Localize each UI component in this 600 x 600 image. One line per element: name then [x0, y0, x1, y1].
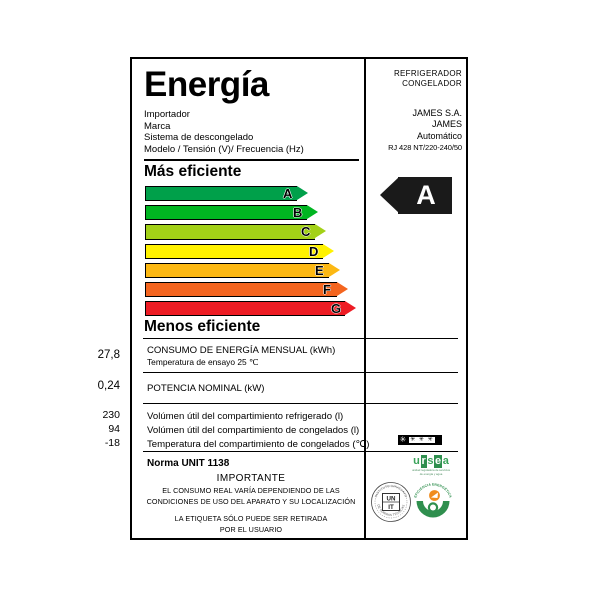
bar-tip-f — [337, 281, 348, 296]
bar-body-g — [145, 301, 345, 317]
bar-letter-c: C — [301, 224, 311, 240]
bar-letter-g: G — [331, 301, 342, 317]
most-efficient-label: Más eficiente — [144, 163, 242, 180]
unit-logo-text-top: UN — [387, 496, 396, 503]
bar-tip-c — [315, 224, 326, 239]
bar-letter-b: B — [293, 205, 303, 221]
bar-body-b — [145, 205, 307, 221]
spec-label-modelo: Modelo / Tensión (V)/ Frecuencia (Hz) — [144, 143, 304, 155]
ursea-letter-e: e — [434, 455, 442, 468]
row-label-volumen-congelados: Volúmen útil del compartimiento de conge… — [147, 425, 360, 436]
row-label-volumen-refrigerado: Volúmen útil del compartimiento refriger… — [147, 411, 344, 422]
bar-letter-e: E — [315, 262, 324, 278]
appliance-type-line-2: CONGELADOR — [402, 79, 462, 88]
unit-logo-text-bottom: IT — [388, 504, 394, 511]
vertical-divider — [364, 59, 366, 540]
row-label-temperatura-congelados: Temperatura del compartimiento de congel… — [147, 439, 370, 450]
energy-grade-badge: A — [380, 177, 452, 214]
energy-label-card: Energía Importador Marca Sistema de desc… — [98, 57, 468, 540]
row-value-temperatura-congelados: -18 — [104, 437, 120, 449]
unit-logo: INSTITUTO URUGUAYO DE NORMAS TÉCNICAS UN… — [371, 482, 411, 522]
ursea-letter-u: u — [413, 455, 420, 467]
snowflake-icon: ✳ — [399, 435, 407, 444]
bar-tip-d — [323, 243, 334, 258]
least-efficient-label: Menos eficiente — [144, 318, 261, 335]
bar-letter-d: D — [309, 243, 319, 259]
row-divider-2 — [143, 372, 458, 374]
row-divider-1 — [143, 338, 458, 340]
stars-icon: ✳ ✳ ✳ — [407, 436, 437, 444]
row-value-volumen-refrigerado: 230 — [102, 409, 120, 421]
spec-label-descongelado: Sistema de descongelado — [144, 132, 254, 143]
row-divider-3 — [143, 403, 458, 405]
bar-tip-g — [345, 301, 356, 316]
spec-label-marca: Marca — [144, 120, 171, 132]
bar-body-c — [145, 224, 315, 240]
norm-label: Norma UNIT 1138 — [147, 458, 230, 469]
row-value-potencia: 0,24 — [97, 380, 120, 392]
grade-badge-body — [398, 177, 452, 214]
header-right: REFRIGERADOR CONGELADOR JAMES S.A. JAMES… — [372, 69, 462, 153]
importante-block: IMPORTANTE EL CONSUMO REAL VARÍA DEPENDI… — [143, 473, 359, 534]
row-value-volumen-congelados: 94 — [108, 423, 120, 435]
ursea-letter-r: r — [420, 455, 427, 468]
bar-letter-f: F — [323, 281, 331, 297]
bar-body-a — [145, 186, 297, 202]
eficiencia-energetica-logo: EFICIENCIA ENERGÉTICA — [412, 481, 454, 523]
row-label-potencia: POTENCIA NOMINAL (kW) — [147, 383, 265, 394]
spec-value-importador: JAMES S.A. — [412, 108, 462, 118]
row-sublabel-consumo: Temperatura de ensayo 25 ℃ — [147, 357, 259, 367]
spec-label-importador: Importador — [144, 109, 190, 120]
spec-value-list: JAMES S.A. JAMES Automático RJ 428 NT/22… — [372, 108, 462, 153]
ee-sun-highlight — [431, 492, 438, 498]
freezer-star-rating-badge: ✳ ✳ ✳ ✳ — [398, 435, 442, 445]
bar-body-f — [145, 281, 337, 298]
ursea-letter-s: s — [427, 455, 434, 467]
ursea-letter-a: a — [442, 455, 449, 467]
ursea-tagline-2: de energía y agua — [419, 472, 443, 477]
importante-title: IMPORTANTE — [216, 473, 286, 484]
page-title: Energía — [144, 65, 269, 104]
row-label-consumo: CONSUMO DE ENERGÍA MENSUAL (kWh) — [147, 345, 336, 356]
importante-line-2: CONDICIONES DE USO DEL APARATO Y SU LOCA… — [146, 497, 356, 506]
ee-green-arc — [416, 501, 450, 518]
importante-line-4: POR EL USUARIO — [219, 525, 283, 534]
grade-arrow-tip — [380, 177, 399, 213]
certification-logos: INSTITUTO URUGUAYO DE NORMAS TÉCNICAS UN… — [368, 479, 464, 531]
ee-green-dot-inner — [430, 504, 436, 511]
bar-tip-e — [329, 262, 340, 277]
spec-value-descongelado: Automático — [416, 130, 462, 141]
bar-body-d — [145, 243, 323, 259]
spec-value-modelo: RJ 428 NT/220-240/50 — [388, 142, 462, 152]
appliance-type-line-1: REFRIGERADOR — [393, 69, 462, 78]
grade-letter: A — [416, 180, 436, 210]
header-left: Energía Importador Marca Sistema de desc… — [144, 65, 359, 155]
row-divider-4 — [143, 451, 458, 453]
bar-body-e — [145, 262, 329, 278]
bar-tip-b — [307, 205, 318, 220]
bar-letter-a: A — [283, 186, 293, 201]
importante-line-1: EL CONSUMO REAL VARÍA DEPENDIENDO DE LAS — [162, 486, 340, 495]
row-value-consumo: 27,8 — [97, 349, 120, 361]
spec-value-marca: JAMES — [431, 119, 462, 130]
spec-label-list: Importador Marca Sistema de descongelado… — [144, 109, 359, 155]
bar-tip-a — [297, 186, 308, 200]
ursea-tagline-1: unidad reguladora de servicios — [411, 468, 451, 472]
importante-line-3: LA ETIQUETA SÓLO PUEDE SER RETIRADA — [174, 514, 328, 523]
header-divider — [144, 159, 359, 161]
